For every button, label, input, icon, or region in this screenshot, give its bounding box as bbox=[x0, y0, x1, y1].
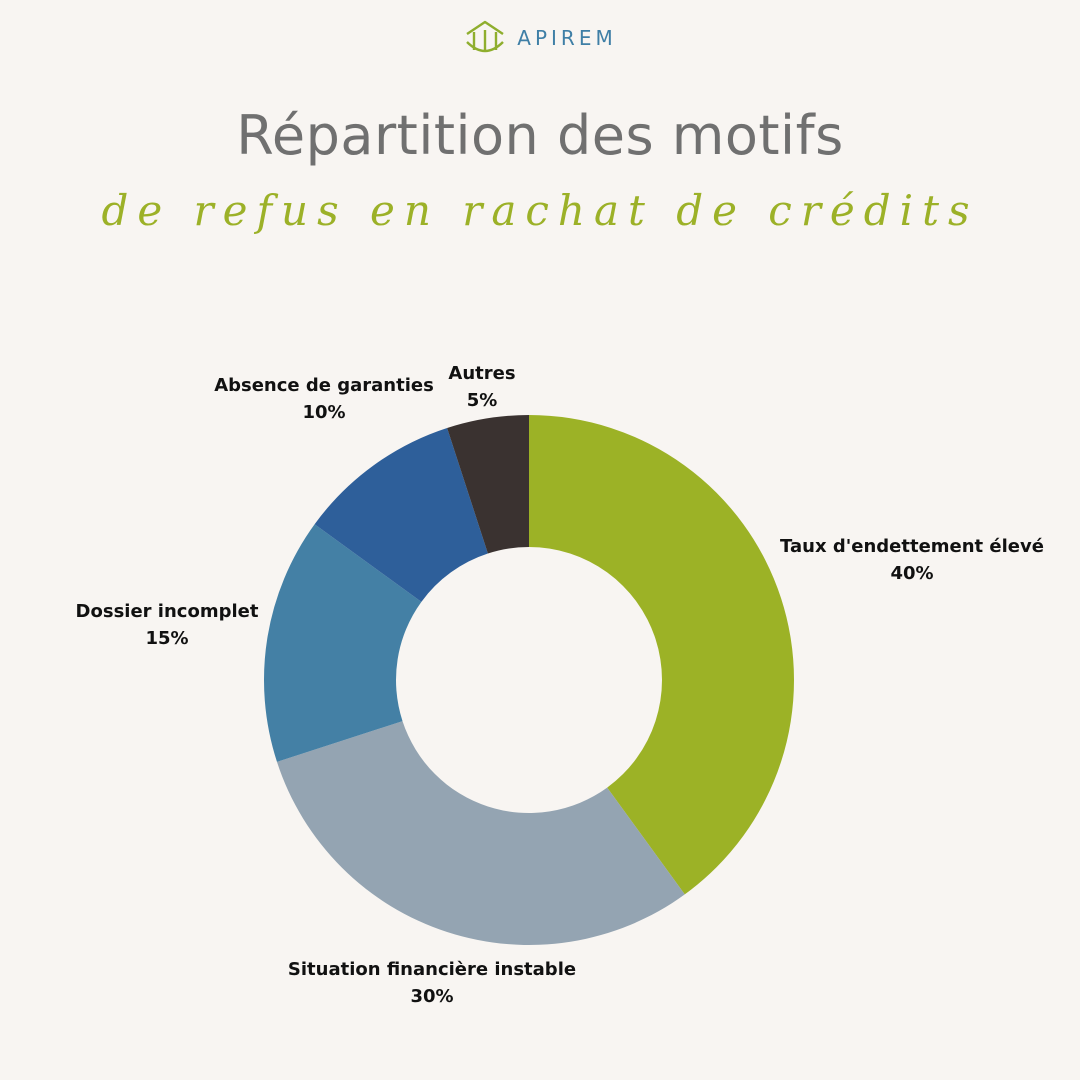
house-outline-icon bbox=[466, 20, 505, 53]
slice-label-autres: Autres bbox=[448, 363, 515, 384]
slice-value-taux-d-endettement-eleve: 40% bbox=[890, 563, 933, 584]
slice-label-absence-de-garanties: Absence de garanties bbox=[214, 375, 434, 396]
page-title: Répartition des motifs bbox=[236, 104, 844, 167]
slice-absence-de-garanties bbox=[314, 427, 488, 602]
slice-label-taux-d-endettement-eleve: Taux d'endettement élevé bbox=[780, 536, 1044, 557]
slice-value-absence-de-garanties: 10% bbox=[302, 402, 345, 423]
brand-name: APIREM bbox=[517, 26, 617, 50]
slice-value-dossier-incomplet: 15% bbox=[145, 628, 188, 649]
slice-autres bbox=[447, 415, 529, 554]
slice-dossier-incomplet bbox=[264, 524, 422, 762]
slice-taux-d-endettement-eleve bbox=[529, 415, 794, 895]
page-subtitle: de refus en rachat de crédits bbox=[101, 186, 979, 235]
slice-value-autres: 5% bbox=[467, 390, 498, 411]
slice-label-situation-financiere-instable: Situation financière instable bbox=[288, 959, 576, 980]
slice-label-dossier-incomplet: Dossier incomplet bbox=[76, 601, 259, 622]
slice-situation-financiere-instable bbox=[276, 721, 685, 945]
brand-header: APIREM bbox=[0, 18, 1080, 58]
slice-value-situation-financiere-instable: 30% bbox=[410, 986, 453, 1007]
